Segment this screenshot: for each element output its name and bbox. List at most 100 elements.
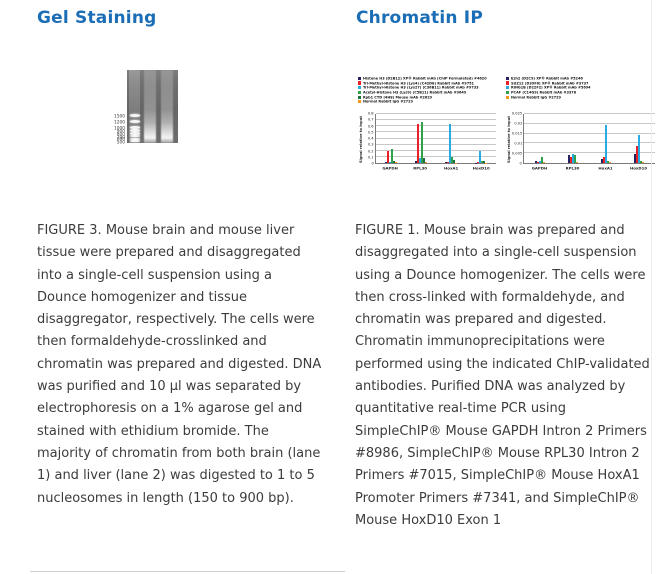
bar bbox=[539, 160, 542, 163]
legend-entry: Acetyl-Histone H3 (Lys9) (C5B11) Rabbit … bbox=[358, 90, 496, 95]
bar-group bbox=[436, 114, 466, 163]
y-tick-label: 0.7 bbox=[368, 117, 374, 123]
legend-swatch bbox=[506, 86, 510, 90]
bar-groups bbox=[524, 114, 655, 163]
legend-entry: Rpb1 CTD (4H8) Mouse mAb #2629 bbox=[358, 95, 496, 100]
figure-3-caption: FIGURE 3. Mouse brain and mouse liver ti… bbox=[37, 223, 322, 506]
legend-label: Rpb1 CTD (4H8) Mouse mAb #2629 bbox=[362, 95, 432, 100]
x-axis-labels: GAPDH RPL30 HoxA1 HoxD10 bbox=[375, 164, 496, 173]
legend-label: Tri-Methyl-Histone H3 (Lys27) (C36B11) R… bbox=[362, 85, 479, 90]
legend-entry: PCAF (C14G9) Rabbit mAb #3378 bbox=[506, 90, 655, 95]
ladder-label: 600 bbox=[116, 136, 125, 143]
bar-group bbox=[376, 114, 406, 163]
bar bbox=[541, 157, 544, 163]
plot-box bbox=[523, 113, 655, 164]
bar bbox=[572, 154, 575, 163]
bar bbox=[635, 146, 638, 163]
agarose-gel-image bbox=[127, 70, 178, 143]
ladder-label: 1200 bbox=[113, 119, 125, 126]
bar bbox=[606, 161, 609, 163]
y-axis-title: Signal relative to Input bbox=[359, 115, 364, 163]
y-axis-title-box: Signal relative to Input bbox=[358, 114, 365, 164]
plot-area: Signal relative to Input 0 0.1 0.2 0.3 0.4 0.5… bbox=[358, 111, 496, 166]
legend-swatch bbox=[506, 95, 510, 99]
y-axis: 0 0.005 0.01 0.015 0.02 0.025 bbox=[511, 112, 523, 166]
gridline bbox=[524, 142, 655, 144]
legend-entry: Tri-Methyl-Histone H3 (Lys27) (C36B11) R… bbox=[358, 85, 496, 90]
bar bbox=[421, 122, 423, 163]
legend-swatch bbox=[358, 100, 362, 104]
chart-legend: Histone H3 (D2B12) XP® Rabbit mAb (ChIP … bbox=[358, 76, 496, 105]
bar bbox=[387, 151, 389, 163]
gridline bbox=[524, 132, 655, 134]
bar bbox=[449, 124, 451, 163]
bar bbox=[637, 134, 640, 163]
bar bbox=[604, 124, 607, 163]
bar bbox=[389, 162, 391, 163]
bar-group bbox=[590, 114, 623, 163]
y-tick-label: 0.8 bbox=[368, 111, 374, 116]
legend-label: RING1B (D22F2) XP® Rabbit mAb #5694 bbox=[510, 85, 591, 90]
bar bbox=[425, 162, 427, 163]
x-category-label: HoxD10 bbox=[629, 165, 648, 171]
ladder-band bbox=[129, 135, 140, 137]
bar bbox=[445, 162, 447, 163]
legend-entry: SUZ12 (D39F6) XP® Rabbit mAb #3737 bbox=[506, 81, 655, 86]
ladder-band bbox=[129, 125, 140, 129]
y-tick-label: 0 bbox=[519, 161, 522, 166]
bar bbox=[415, 161, 417, 163]
legend-swatch bbox=[506, 90, 510, 94]
x-axis-labels: GAPDH RPL30 HoxA1 HoxD10 bbox=[523, 164, 655, 173]
y-tick-label: 0.02 bbox=[513, 121, 522, 126]
legend-swatch bbox=[506, 76, 510, 80]
ladder-label: 500 bbox=[116, 139, 125, 145]
legend-label: Tri-Methyl-Histone H3 (Lys4) (C42D8) Rab… bbox=[362, 81, 474, 86]
bar bbox=[537, 162, 540, 163]
ladder-label: 900 bbox=[116, 128, 125, 135]
bar bbox=[395, 162, 397, 163]
legend-label: SUZ12 (D39F6) XP® Rabbit mAb #3737 bbox=[510, 81, 589, 86]
y-axis-title-box: Signal relative to Input bbox=[506, 114, 513, 164]
bar bbox=[393, 160, 395, 163]
x-category-label: RPL30 bbox=[565, 165, 580, 171]
legend-label: PCAF (C14G9) Rabbit mAb #3378 bbox=[510, 90, 576, 95]
ladder-label: 1500 bbox=[113, 113, 125, 119]
bar bbox=[419, 158, 421, 163]
bar bbox=[608, 162, 611, 163]
x-category-label: GAPDH bbox=[382, 165, 398, 171]
gridline bbox=[524, 113, 655, 114]
gridline bbox=[376, 131, 496, 133]
bar bbox=[391, 149, 393, 163]
legend-swatch bbox=[506, 81, 510, 85]
legend-entry: Histone H3 (D2B12) XP® Rabbit mAb (ChIP … bbox=[358, 76, 496, 81]
bar bbox=[602, 157, 605, 163]
y-tick-label: 0 bbox=[371, 161, 374, 166]
y-tick-label: 0.4 bbox=[368, 136, 374, 141]
y-tick-label: 0.5 bbox=[368, 130, 374, 135]
ladder-band bbox=[129, 120, 140, 123]
legend-swatch bbox=[358, 81, 362, 85]
bar-group bbox=[524, 114, 557, 163]
gridline bbox=[376, 149, 496, 151]
plot-box bbox=[375, 113, 496, 164]
bar bbox=[385, 161, 387, 163]
bar bbox=[481, 160, 483, 163]
bar bbox=[543, 162, 546, 163]
bar bbox=[447, 161, 449, 163]
y-tick-label: 0.005 bbox=[511, 151, 522, 156]
bar bbox=[479, 150, 481, 163]
x-category-label: RPL30 bbox=[413, 165, 428, 171]
bar-group bbox=[557, 114, 590, 163]
bar bbox=[574, 155, 577, 163]
bar bbox=[570, 157, 573, 163]
gridline bbox=[376, 137, 496, 139]
legend-swatch bbox=[358, 86, 362, 90]
bar-group bbox=[406, 114, 436, 163]
plot-area: Signal relative to Input 0 0.005 0.01 0.015 0… bbox=[506, 112, 655, 166]
ladder-label: 1000 bbox=[113, 125, 125, 131]
gridline bbox=[524, 152, 655, 154]
table-cell-right-border bbox=[651, 0, 652, 574]
ladder-label: 800 bbox=[116, 131, 125, 138]
chip-qpcr-chart-prc-antibodies: Ezh2 (D2C9) XP® Rabbit mAb #5246 SUZ12 (D… bbox=[506, 76, 655, 173]
y-tick-label: 0.2 bbox=[368, 149, 374, 154]
